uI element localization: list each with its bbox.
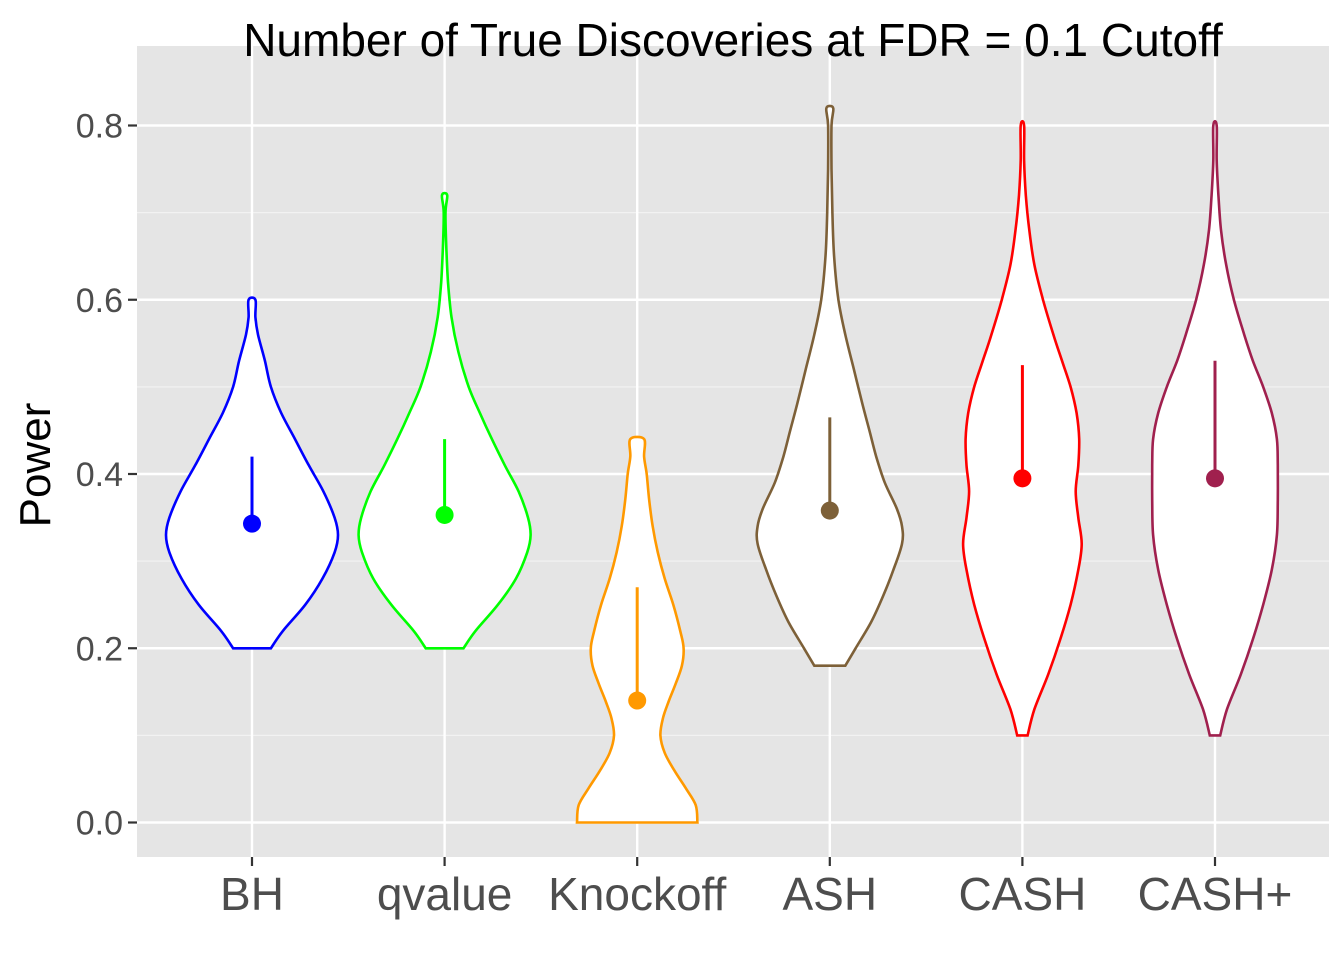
- x-tick-label: qvalue: [377, 868, 513, 920]
- x-tick-label: CASH: [958, 868, 1086, 920]
- y-tick-label: 0.4: [76, 456, 123, 494]
- plot-panel: [137, 46, 1329, 857]
- mean-point: [820, 501, 839, 520]
- mean-point: [435, 505, 454, 524]
- mean-point: [628, 691, 647, 710]
- y-tick-label: 0.2: [76, 630, 123, 668]
- mean-point: [1206, 469, 1224, 488]
- y-tick-label: 0.8: [76, 108, 123, 146]
- y-axis-label: Power: [11, 403, 60, 528]
- x-tick-label: Knockoff: [548, 868, 726, 920]
- violin-qvalue: [357, 191, 532, 650]
- y-tick-label: 0.6: [76, 282, 123, 320]
- violins: [164, 104, 1280, 824]
- y-tick-label: 0.0: [76, 805, 123, 843]
- x-tick-label: CASH+: [1138, 868, 1293, 920]
- x-axis-ticks: BH qvalue Knockoff ASH CASH CASH+: [220, 857, 1292, 920]
- mean-point: [1013, 469, 1032, 488]
- mean-point: [243, 514, 261, 533]
- x-tick-label: BH: [220, 868, 284, 920]
- y-axis-ticks: 0.0 0.2 0.4 0.6 0.8: [76, 108, 137, 843]
- violin-ash: [755, 104, 905, 667]
- chart-title: Number of True Discoveries at FDR = 0.1 …: [243, 14, 1223, 66]
- x-tick-label: ASH: [783, 868, 878, 920]
